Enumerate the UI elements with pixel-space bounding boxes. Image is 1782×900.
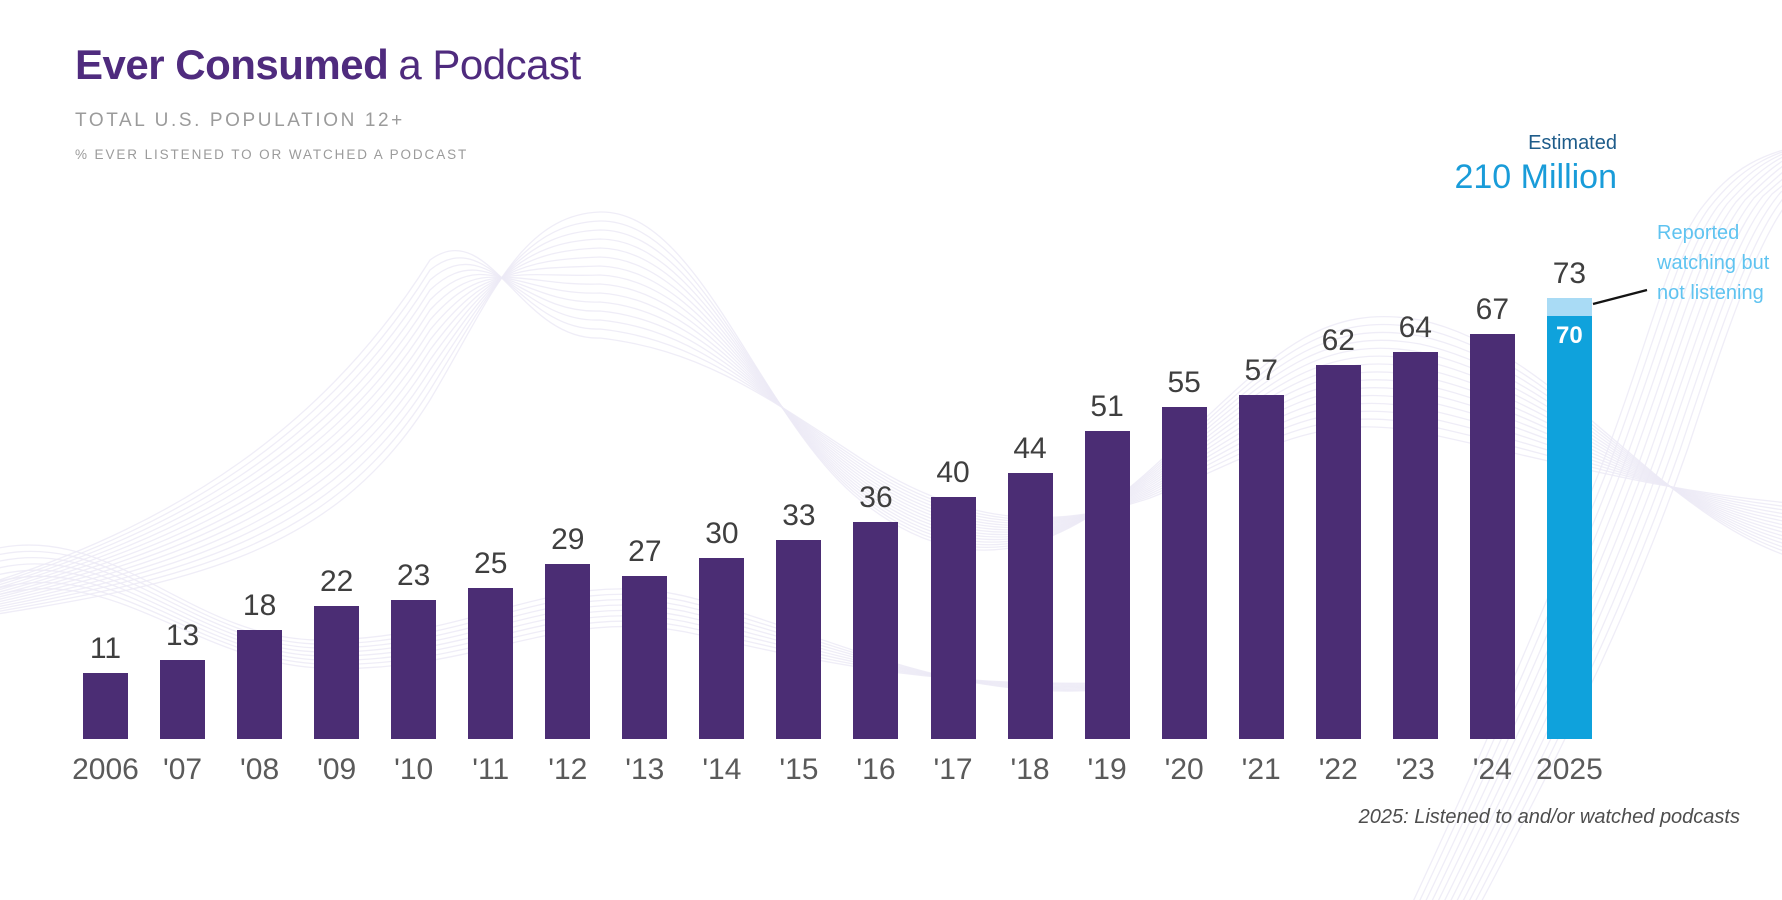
bar-column-23: 64 '23 [1392, 311, 1438, 786]
bar [1007, 473, 1053, 739]
bar [853, 521, 899, 739]
bar [237, 630, 283, 739]
bar-value-label: 57 [1244, 353, 1278, 387]
bar-value-label: 23 [397, 559, 431, 593]
bar-2025-inner-label: 70 [1556, 322, 1583, 350]
bar-value-label: 40 [936, 456, 970, 490]
bar-2025-watched-not-listening-segment [1546, 298, 1592, 317]
bar-value-label: 11 [89, 631, 122, 665]
page-title: Ever Consumed a Podcast [75, 42, 581, 88]
x-axis-label: '08 [240, 753, 280, 786]
chart-subtitle: TOTAL U.S. POPULATION 12+ [75, 110, 405, 131]
bar [160, 660, 206, 739]
bar-column-11: 25 '11 [468, 547, 514, 786]
bar-column-07: 13 '07 [160, 619, 206, 786]
x-axis-label: '23 [1395, 753, 1435, 786]
bar-column-24: 67 '24 [1469, 293, 1515, 786]
bar-value-label: 44 [1013, 432, 1047, 466]
bar-value-label: 51 [1090, 389, 1124, 423]
bar [1469, 334, 1515, 739]
x-axis-label: '10 [394, 753, 434, 786]
estimated-label: Estimated [1528, 132, 1617, 154]
bar [776, 539, 822, 739]
bar-value-label: 33 [782, 498, 816, 532]
x-axis-label: '22 [1318, 753, 1358, 786]
bar [1315, 364, 1361, 739]
x-axis-label: 2006 [72, 753, 139, 786]
bar-value-label: 18 [242, 589, 277, 623]
bar-column-14: 30 '14 [699, 517, 745, 786]
x-axis-label: '20 [1164, 753, 1204, 786]
x-axis-label: '21 [1241, 753, 1281, 786]
bar-column-13: 27 '13 [622, 535, 668, 786]
bar-value-label: 64 [1398, 311, 1432, 345]
x-axis-label: '07 [162, 753, 203, 786]
bar-column-21: 57 '21 [1238, 354, 1284, 786]
x-axis-label: '15 [779, 753, 819, 786]
bar [391, 600, 437, 739]
bar [468, 588, 514, 739]
x-axis-label: '18 [1010, 753, 1050, 786]
x-axis-label: '14 [702, 753, 742, 786]
x-axis-label: '12 [548, 753, 588, 786]
bar-column-10: 23 '10 [391, 559, 437, 786]
bar-value-label: 13 [165, 619, 200, 653]
title-rest: a Podcast [398, 41, 581, 88]
bar-column-12: 29 '12 [545, 523, 591, 786]
bar-column-19: 51 '19 [1084, 390, 1130, 786]
bar-column-20: 55 '20 [1161, 366, 1207, 786]
bar-2025-listened-segment: 70 [1546, 316, 1592, 739]
bar [83, 672, 128, 739]
bar-value-label: 29 [551, 522, 585, 556]
bar-column-08: 18 '08 [237, 589, 283, 786]
bar-chart: 11 2006 13 '07 18 '08 22 '09 23 '10 25 '11 29 '12 27 '1… [72, 219, 1603, 786]
bar-value-label: 36 [859, 480, 893, 514]
x-axis-label: '13 [625, 753, 665, 786]
bar [545, 563, 591, 739]
watching-not-listening-annotation: Reported watching but not listening [1657, 218, 1769, 308]
x-axis-label: '19 [1087, 753, 1127, 786]
x-axis-label: '11 [472, 753, 510, 786]
bar-column-15: 33 '15 [776, 499, 822, 786]
bar-value-label: 25 [474, 547, 508, 580]
bar-column-18: 44 '18 [1007, 432, 1053, 786]
bar [699, 557, 745, 739]
title-emphasis: Ever Consumed [75, 41, 389, 88]
bar-value-label: 22 [319, 565, 354, 599]
bar-value-label: 30 [705, 516, 739, 550]
x-axis-label: '17 [933, 753, 973, 786]
annotation-line-2: watching but [1657, 252, 1770, 274]
chart-footnote: 2025: Listened to and/or watched podcast… [1358, 806, 1740, 828]
x-axis-label: '24 [1472, 753, 1512, 786]
x-axis-label: '09 [317, 753, 357, 786]
x-axis-label: '16 [856, 753, 896, 786]
bar-value-label: 27 [628, 534, 662, 568]
bar [314, 606, 360, 739]
bar-value-label: 73 [1552, 257, 1587, 291]
x-axis-label: 2025 [1536, 753, 1603, 786]
bar [1084, 430, 1130, 739]
bar [1392, 352, 1438, 739]
annotation-line-3: not listening [1657, 282, 1764, 304]
bar-column-22: 62 '22 [1315, 324, 1361, 786]
bar-value-label: 62 [1321, 323, 1355, 357]
estimated-reach-callout: Estimated 210 Million [1454, 132, 1617, 197]
bar [930, 497, 976, 739]
bar-column-2025: 73 70 2025 [1536, 257, 1603, 786]
bar [1161, 406, 1207, 739]
bar-column-17: 40 '17 [930, 456, 976, 786]
bar-value-label: 67 [1475, 293, 1510, 327]
bar-column-09: 22 '09 [314, 565, 360, 786]
header: Ever Consumed a Podcast TOTAL U.S. POPULA… [75, 42, 581, 163]
chart-measure-note: % EVER LISTENED TO OR WATCHED A PODCAST [75, 147, 469, 162]
estimated-value: 210 Million [1454, 158, 1617, 196]
bar-column-2006: 11 2006 [72, 632, 139, 786]
bar-value-label: 55 [1167, 365, 1201, 399]
bar [622, 575, 668, 739]
annotation-line-1: Reported [1657, 222, 1740, 244]
bar [1238, 394, 1284, 739]
bar-column-16: 36 '16 [853, 481, 899, 786]
